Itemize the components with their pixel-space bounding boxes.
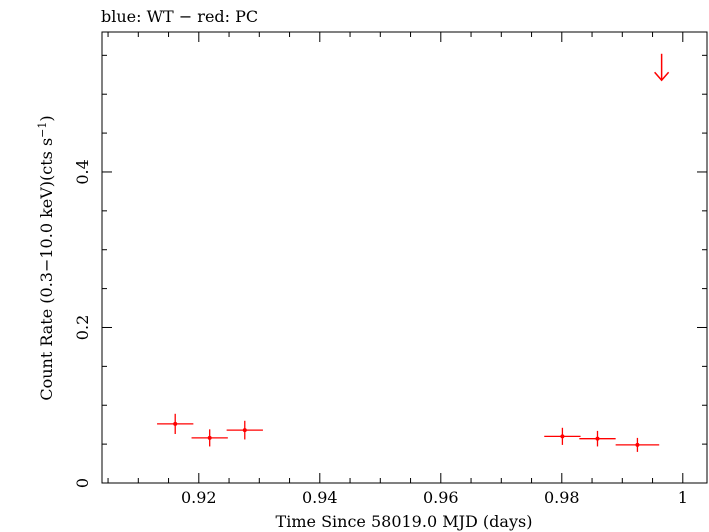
upper-limit-head <box>654 71 670 82</box>
data-point <box>191 429 228 447</box>
upper-limit-arrow <box>654 53 670 82</box>
y-tick-label: 0.2 <box>73 315 92 340</box>
tick-labels: 0.92 0.94 0.96 0.98 1 0 0.2 0.4 <box>73 159 688 507</box>
x-tick-label: 1 <box>678 488 688 507</box>
data-point <box>157 413 194 435</box>
y-axis-label-end: ) <box>37 115 56 121</box>
x-tick-label: 0.92 <box>181 488 217 507</box>
point-marker <box>595 436 600 441</box>
y-axis-label-main: Count Rate (0.3−10.0 keV)(cts s <box>37 138 56 401</box>
point-marker <box>635 442 640 447</box>
axis-ticks <box>102 32 707 484</box>
x-tick-label: 0.96 <box>423 488 459 507</box>
point-marker <box>242 428 247 433</box>
data-point <box>544 427 581 445</box>
x-tick-label: 0.94 <box>302 488 338 507</box>
point-marker <box>207 435 212 440</box>
x-tick-label: 0.98 <box>544 488 580 507</box>
x-axis-label: Time Since 58019.0 MJD (days) <box>276 512 533 531</box>
point-marker <box>173 421 178 426</box>
data-point <box>615 437 660 452</box>
point-marker <box>560 434 565 439</box>
data-point <box>579 430 616 447</box>
chart-title: blue: WT − red: PC <box>101 7 258 26</box>
data-point <box>226 420 263 440</box>
y-axis-label-superscript: −1 <box>36 122 49 138</box>
y-axis-label: Count Rate (0.3−10.0 keV)(cts s−1) <box>36 115 56 400</box>
data-marks <box>157 53 670 452</box>
y-tick-label: 0.4 <box>73 159 92 184</box>
y-tick-label: 0 <box>73 478 92 488</box>
plot-frame <box>101 31 708 484</box>
